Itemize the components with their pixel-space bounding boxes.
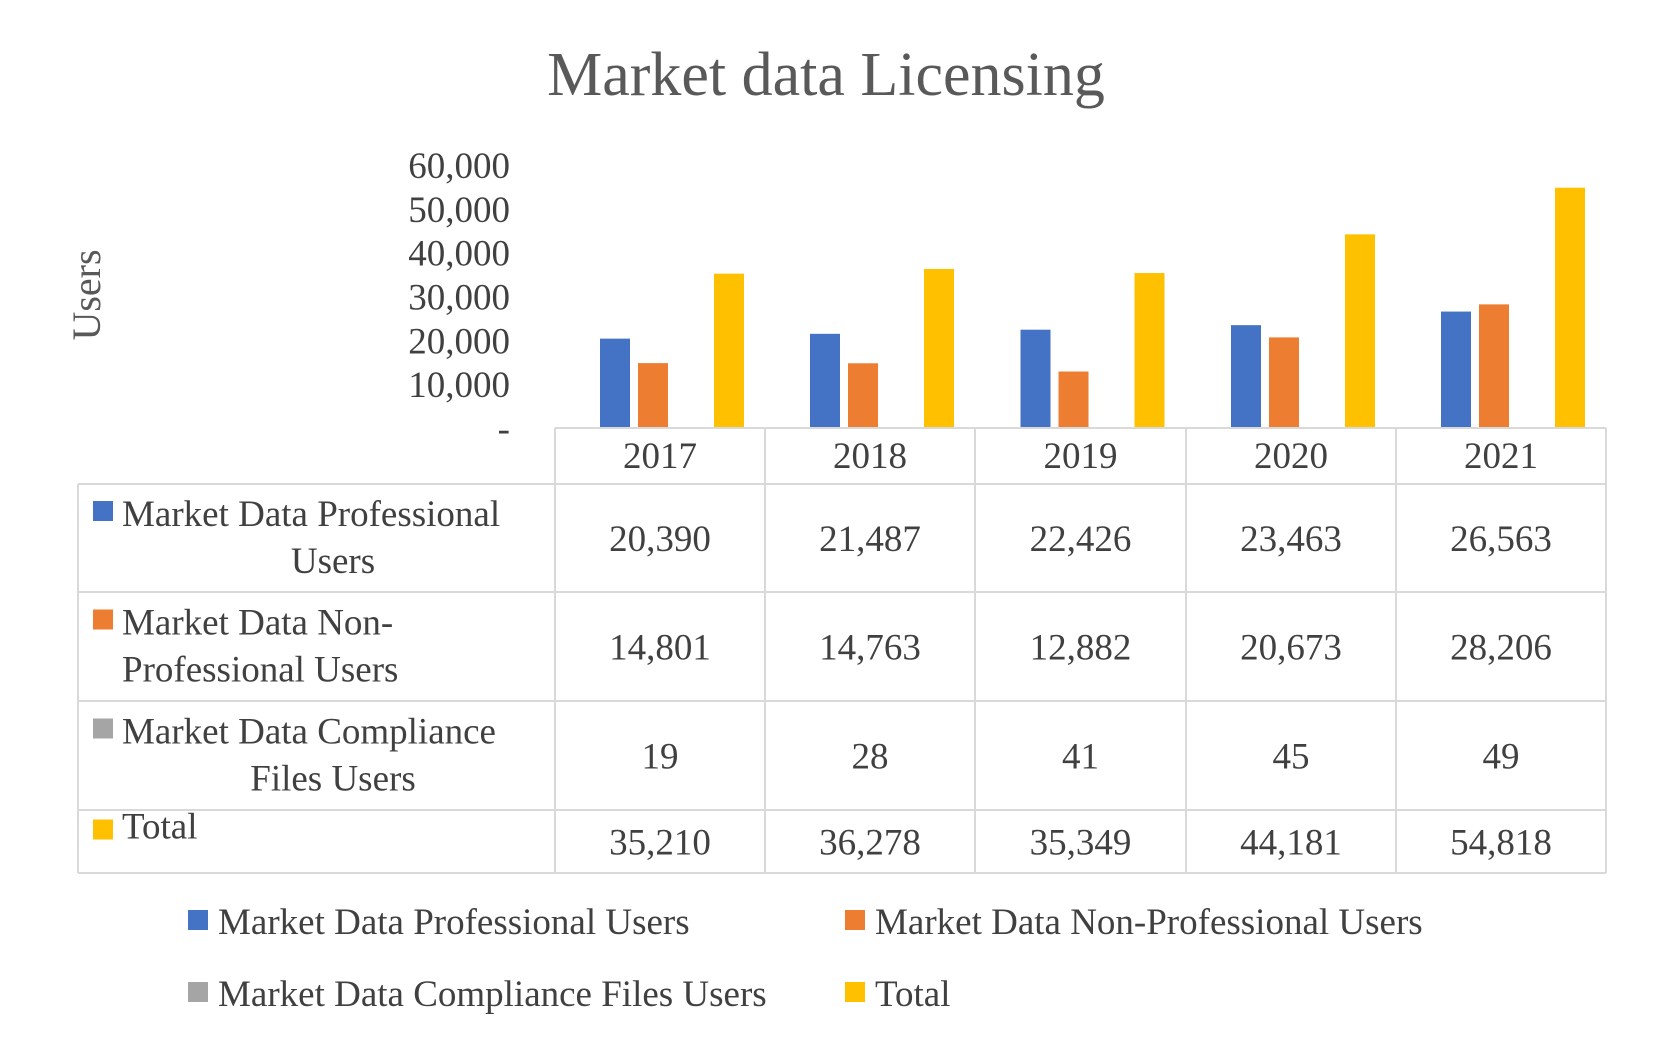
table-cell: 22,426 xyxy=(1030,519,1132,560)
x-tick-label: 2018 xyxy=(833,436,907,477)
y-tick-label: 50,000 xyxy=(408,190,510,231)
table-cell: 12,882 xyxy=(1030,628,1132,669)
row-label: Files Users xyxy=(250,759,415,800)
bar xyxy=(1020,329,1051,428)
bar xyxy=(1231,325,1261,428)
data-table: 2017 2018 2019 2020 2021 Market Data Professi… xyxy=(77,427,1607,874)
legend-key xyxy=(188,910,208,930)
row-label: Market Data Non- xyxy=(122,603,393,644)
table-cell: 26,563 xyxy=(1450,519,1552,560)
bar xyxy=(1345,234,1375,428)
legend-key xyxy=(845,910,865,930)
bar xyxy=(600,338,630,428)
table-cell: 20,673 xyxy=(1240,628,1342,669)
y-axis-label: Users xyxy=(64,249,109,340)
legend-label: Market Data Non-Professional Users xyxy=(875,902,1423,943)
table-cell: 20,390 xyxy=(609,519,711,560)
table-cell: 44,181 xyxy=(1240,823,1342,864)
y-tick-label: 40,000 xyxy=(408,234,510,275)
legend-label: Total xyxy=(875,974,951,1015)
bar xyxy=(1134,273,1165,428)
table-cell: 19 xyxy=(642,737,679,778)
row-legend-key xyxy=(93,501,113,521)
x-tick-label: 2020 xyxy=(1254,436,1328,477)
row-label: Users xyxy=(291,541,375,582)
bar xyxy=(714,273,744,428)
table-cell: 28,206 xyxy=(1450,628,1552,669)
table-cell: 23,463 xyxy=(1240,519,1342,560)
bar xyxy=(1479,304,1509,428)
table-cell: 14,763 xyxy=(819,628,921,669)
table-cell: 54,818 xyxy=(1450,823,1552,864)
row-label: Market Data Compliance xyxy=(122,712,496,753)
bar xyxy=(924,268,954,428)
bar xyxy=(1058,371,1089,428)
y-tick-label: 60,000 xyxy=(408,146,510,187)
legend-key xyxy=(188,982,208,1002)
x-tick-label: 2019 xyxy=(1044,436,1118,477)
legend-label: Market Data Professional Users xyxy=(218,902,690,943)
row-label: Professional Users xyxy=(122,650,398,691)
bar xyxy=(1555,187,1585,428)
x-tick-label: 2021 xyxy=(1464,436,1538,477)
x-tick-label: 2017 xyxy=(623,436,697,477)
row-label: Total xyxy=(122,807,198,848)
row-label: Market Data Professional xyxy=(122,494,500,535)
table-cell: 14,801 xyxy=(609,628,711,669)
y-tick-label: - xyxy=(498,409,510,450)
row-legend-key xyxy=(93,609,113,630)
bar xyxy=(1441,311,1471,428)
table-cell: 41 xyxy=(1062,737,1099,778)
legend-key xyxy=(845,982,865,1002)
bar-group xyxy=(600,187,1585,428)
table-cell: 36,278 xyxy=(819,823,921,864)
y-tick-label: 10,000 xyxy=(408,365,510,406)
table-cell: 28 xyxy=(852,737,889,778)
table-cell: 21,487 xyxy=(819,519,921,560)
y-tick-label: 20,000 xyxy=(408,321,510,362)
bar xyxy=(848,363,878,428)
legend: Market Data Professional Users Market Dat… xyxy=(188,902,1423,1015)
y-tick-label: 30,000 xyxy=(408,278,510,319)
legend-label: Market Data Compliance Files Users xyxy=(218,974,767,1015)
bar xyxy=(810,333,840,428)
bar xyxy=(1269,337,1299,428)
table-cell: 35,349 xyxy=(1030,823,1132,864)
row-legend-key xyxy=(93,718,113,739)
table-cell: 49 xyxy=(1483,737,1520,778)
table-cell: 45 xyxy=(1273,737,1310,778)
table-cell: 35,210 xyxy=(609,823,711,864)
row-legend-key xyxy=(93,819,113,840)
bar xyxy=(638,363,668,428)
chart-title: Market data Licensing xyxy=(547,41,1105,109)
